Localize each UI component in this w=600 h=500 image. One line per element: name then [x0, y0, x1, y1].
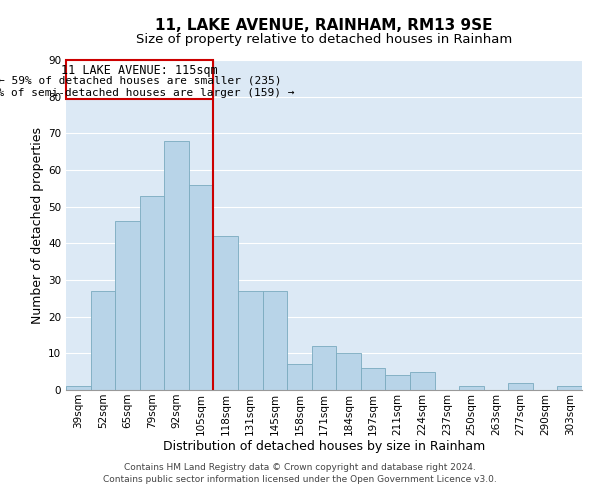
Text: ← 59% of detached houses are smaller (235): ← 59% of detached houses are smaller (23…	[0, 76, 281, 86]
Bar	[557, 386, 582, 390]
Bar	[140, 196, 164, 390]
Bar	[459, 386, 484, 390]
Bar	[91, 291, 115, 390]
Text: Size of property relative to detached houses in Rainham: Size of property relative to detached ho…	[136, 32, 512, 46]
X-axis label: Distribution of detached houses by size in Rainham: Distribution of detached houses by size …	[163, 440, 485, 454]
Bar	[164, 140, 189, 390]
Text: Contains public sector information licensed under the Open Government Licence v3: Contains public sector information licen…	[103, 475, 497, 484]
Bar	[361, 368, 385, 390]
Bar	[312, 346, 336, 390]
Text: 40% of semi-detached houses are larger (159) →: 40% of semi-detached houses are larger (…	[0, 88, 295, 98]
Bar	[189, 184, 214, 390]
Bar	[115, 222, 140, 390]
Bar	[336, 354, 361, 390]
Bar	[66, 386, 91, 390]
Bar	[214, 236, 238, 390]
Bar	[263, 291, 287, 390]
Text: 11, LAKE AVENUE, RAINHAM, RM13 9SE: 11, LAKE AVENUE, RAINHAM, RM13 9SE	[155, 18, 493, 32]
Bar	[385, 376, 410, 390]
Y-axis label: Number of detached properties: Number of detached properties	[31, 126, 44, 324]
Bar	[410, 372, 434, 390]
Bar	[508, 382, 533, 390]
Bar	[287, 364, 312, 390]
FancyBboxPatch shape	[66, 60, 214, 98]
Text: Contains HM Land Registry data © Crown copyright and database right 2024.: Contains HM Land Registry data © Crown c…	[124, 464, 476, 472]
Bar	[238, 291, 263, 390]
Text: 11 LAKE AVENUE: 115sqm: 11 LAKE AVENUE: 115sqm	[61, 64, 218, 76]
